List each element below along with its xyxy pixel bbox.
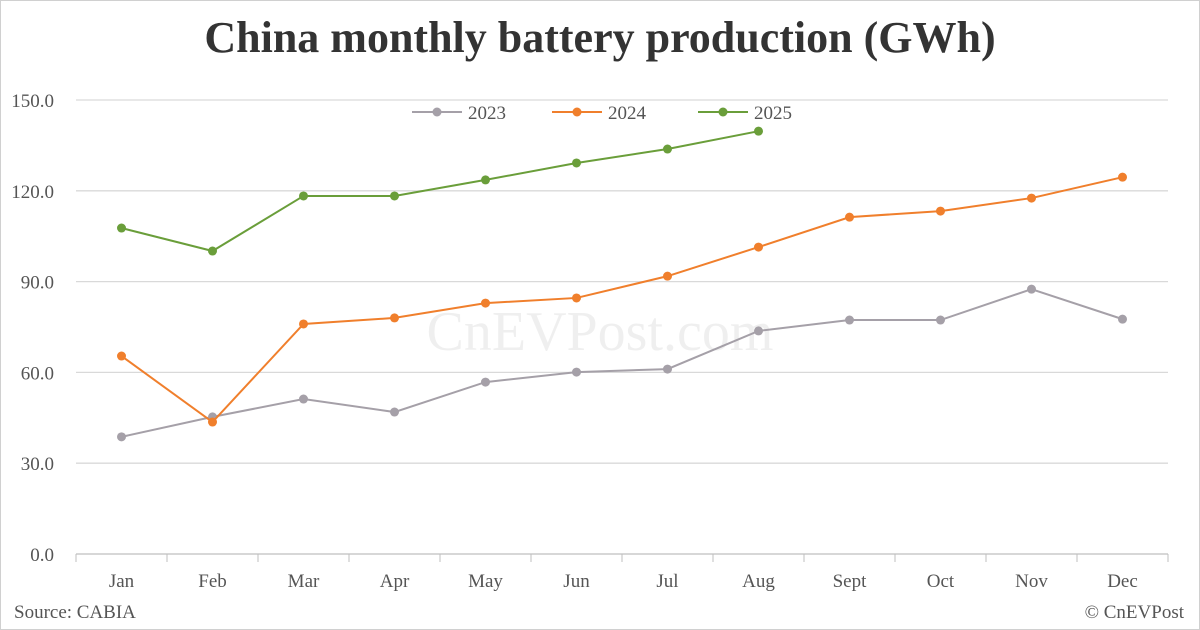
data-point-2024 xyxy=(663,271,672,281)
data-point-2025 xyxy=(481,175,490,185)
x-tick-label: Sept xyxy=(833,571,868,592)
data-point-2024 xyxy=(117,351,126,361)
y-tick-label: 90.0 xyxy=(21,273,54,294)
y-tick-label: 30.0 xyxy=(21,454,54,475)
series-line-2024 xyxy=(120,176,1123,424)
series-line-2023 xyxy=(121,288,1123,438)
data-point-2023 xyxy=(390,407,399,417)
y-tick-label: 0.0 xyxy=(30,545,54,566)
y-tick-label: 120.0 xyxy=(11,182,54,203)
data-point-2023 xyxy=(663,364,672,374)
x-tick-label: Oct xyxy=(927,571,955,592)
x-tick-label: Apr xyxy=(380,571,410,592)
x-tick-label: Aug xyxy=(742,571,775,592)
data-point-2025 xyxy=(208,246,217,256)
series-line-2025 xyxy=(121,130,759,253)
data-point-2025 xyxy=(663,144,672,154)
data-point-2025 xyxy=(754,126,763,136)
x-tick-label: Jan xyxy=(109,571,135,592)
data-point-2024 xyxy=(1027,193,1036,203)
y-tick-label: 150.0 xyxy=(11,91,54,112)
data-point-2023 xyxy=(117,432,126,442)
x-tick-label: Jun xyxy=(563,571,590,592)
x-tick-label: May xyxy=(468,571,503,592)
legend-marker-2025 xyxy=(718,107,728,117)
data-point-2024 xyxy=(936,206,945,216)
legend-label: 2023 xyxy=(468,103,506,124)
data-point-2023 xyxy=(845,315,854,325)
chart-title: China monthly battery production (GWh) xyxy=(204,13,996,62)
x-tick-label: Mar xyxy=(288,571,320,592)
data-point-2025 xyxy=(572,158,581,168)
data-point-2025 xyxy=(299,191,308,201)
data-point-2024 xyxy=(481,298,490,308)
data-point-2023 xyxy=(1118,314,1127,324)
legend-marker-2023 xyxy=(432,107,442,117)
data-point-2024 xyxy=(208,417,217,427)
data-point-2025 xyxy=(117,223,126,233)
data-point-2024 xyxy=(754,242,763,252)
copyright-note: © CnEVPost xyxy=(1084,602,1184,623)
legend-marker-2024 xyxy=(572,107,582,117)
x-tick-label: Feb xyxy=(198,571,227,592)
legend-label: 2025 xyxy=(754,103,792,124)
x-tick-label: Dec xyxy=(1107,571,1138,592)
x-tick-label: Nov xyxy=(1015,571,1048,592)
data-point-2023 xyxy=(936,315,945,325)
data-point-2024 xyxy=(1118,172,1127,182)
data-point-2024 xyxy=(845,212,854,222)
x-tick-label: Jul xyxy=(656,571,678,592)
data-point-2023 xyxy=(1027,284,1036,294)
watermark: CnEVPost.com xyxy=(427,301,774,363)
data-point-2023 xyxy=(754,326,763,336)
data-point-2024 xyxy=(572,293,581,303)
data-point-2023 xyxy=(481,377,490,387)
legend-label: 2024 xyxy=(608,103,647,124)
data-point-2023 xyxy=(299,394,308,404)
source-note: Source: CABIA xyxy=(14,602,136,623)
data-point-2025 xyxy=(390,191,399,201)
data-point-2023 xyxy=(572,367,581,377)
y-tick-label: 60.0 xyxy=(21,363,54,384)
data-point-2024 xyxy=(390,313,399,323)
data-point-2024 xyxy=(299,319,308,329)
